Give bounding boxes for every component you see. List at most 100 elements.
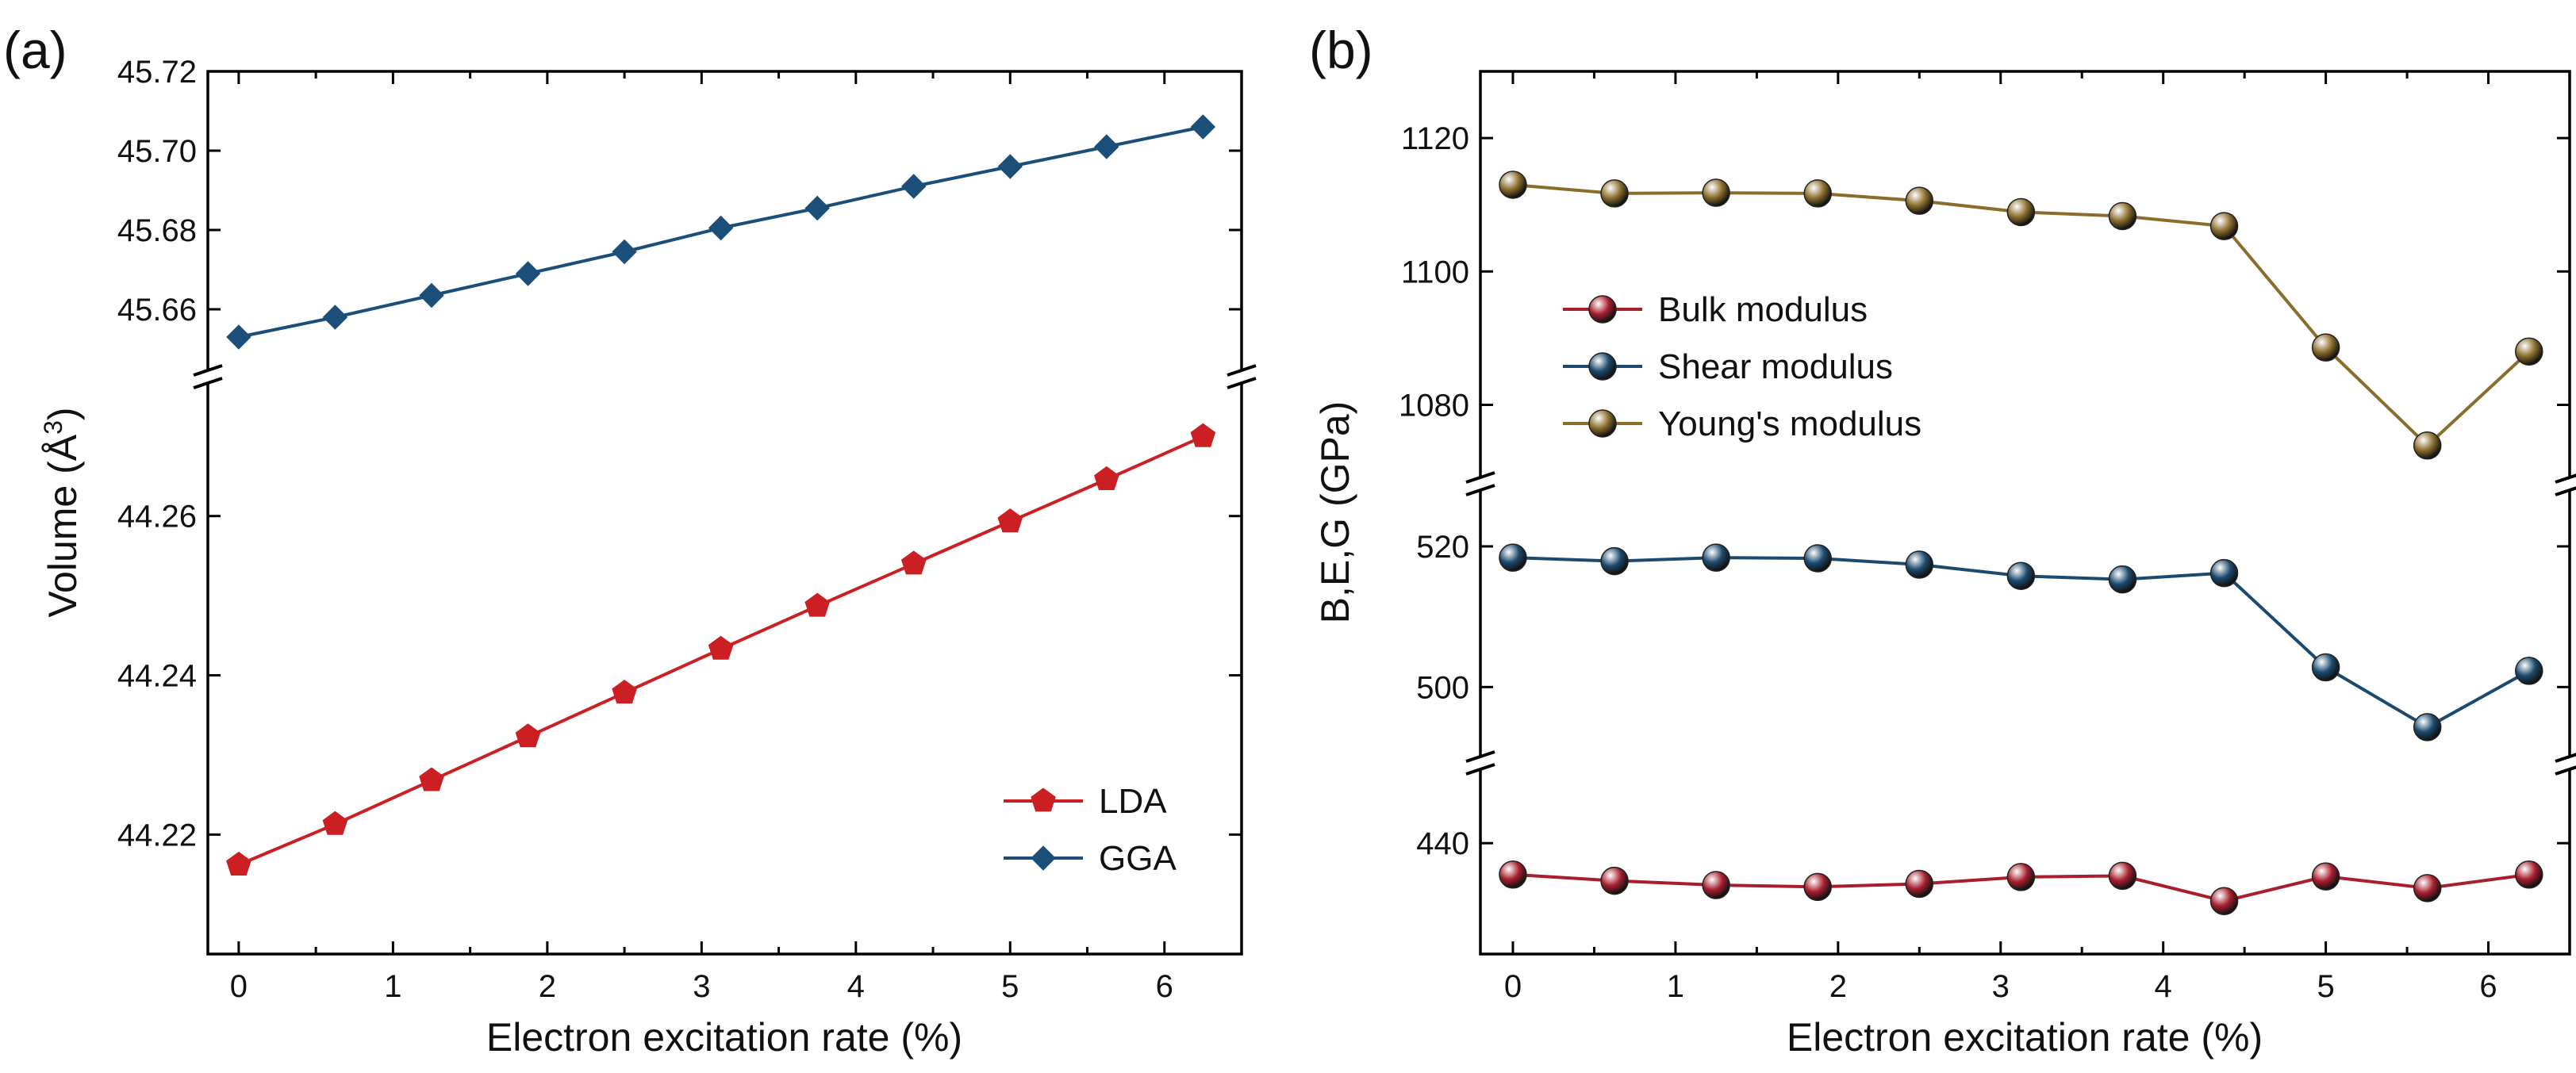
data-point <box>2413 713 2442 742</box>
panel-b-axis-break-mark <box>1465 484 1495 496</box>
panel-a-y-axis-title-superscript: 3 <box>39 420 67 435</box>
data-point <box>226 324 251 350</box>
data-point <box>1803 179 1832 208</box>
data-point <box>1600 179 1629 208</box>
panel-a-y-tick-label: 45.70 <box>117 134 197 169</box>
data-point <box>322 810 348 835</box>
panel-a-axis-break-mark <box>1227 364 1257 377</box>
panel-a-y-axis-title-close: ) <box>40 407 85 420</box>
legend-marker <box>1588 409 1617 438</box>
panel-a-frame <box>206 70 1243 956</box>
data-point <box>2006 863 2036 891</box>
legend-marker <box>1031 788 1056 812</box>
panel-a-legend: LDA GGA <box>1004 782 1177 878</box>
data-point <box>997 508 1023 533</box>
panel-a-x-tick-label: 1 <box>384 969 401 1004</box>
data-point <box>1499 171 1527 199</box>
panel-a-axis-break-mark <box>193 377 223 389</box>
data-point <box>2515 337 2543 366</box>
legend-label: Young's modulus <box>1658 404 1921 443</box>
panel-a-x-tick-label: 5 <box>1001 969 1019 1004</box>
data-point <box>2006 197 2036 227</box>
data-point <box>1803 544 1832 573</box>
panel-b-y-tick-label: 1080 <box>1399 388 1469 423</box>
panel-b-axis-break-mark <box>1465 750 1495 763</box>
panel-a-y-axis-title-main: Volume (Å <box>40 434 85 617</box>
data-point <box>2006 561 2036 590</box>
data-point <box>2108 861 2137 891</box>
panel-a-x-tick-label: 6 <box>1156 969 1173 1004</box>
panel-b-axis-break-mark <box>1465 763 1495 776</box>
panel-a-x-tick-label: 3 <box>693 969 710 1004</box>
data-point <box>322 305 348 330</box>
data-point <box>1190 423 1216 447</box>
data-point <box>419 767 444 791</box>
panel-a-axis-break-mark <box>1227 377 1257 389</box>
data-point <box>2413 874 2442 902</box>
legend-marker <box>1588 352 1617 381</box>
panel-a-y-tick-label: 45.66 <box>117 293 197 328</box>
panel-b-legend: Bulk modulus Shear modulus Young's modulus <box>1563 290 1921 443</box>
data-point <box>2311 653 2340 682</box>
legend-label: Shear modulus <box>1658 347 1893 386</box>
data-point <box>2515 657 2543 685</box>
panel-b-y-tick-label: 500 <box>1416 670 1469 705</box>
data-point <box>226 851 251 876</box>
data-point <box>2108 201 2137 231</box>
panel-b-y-tick-label: 520 <box>1416 530 1469 565</box>
panel-b-axis-break-mark <box>1465 471 1495 484</box>
data-point <box>708 215 734 241</box>
panel-b-x-tick-label: 5 <box>2317 969 2334 1004</box>
panel-b-x-axis-title: Electron excitation rate (%) <box>1787 1015 2263 1060</box>
legend-marker <box>1031 845 1056 871</box>
data-point <box>1702 543 1730 572</box>
data-point <box>2311 862 2340 891</box>
panel-b-x-tick-label: 4 <box>2155 969 2172 1004</box>
panel-b-series-shear-modulus <box>1499 543 2543 742</box>
panel-b-x-tick-label: 0 <box>1504 969 1522 1004</box>
panel-a-y-tick-label: 44.22 <box>117 818 197 853</box>
data-point <box>1499 543 1527 572</box>
panel-a-y-tick-label: 45.72 <box>117 55 197 90</box>
panel-b-frame <box>1479 70 2571 956</box>
data-point <box>997 154 1023 179</box>
legend-marker <box>1588 295 1617 324</box>
data-point <box>1905 186 1934 215</box>
data-point <box>1499 860 1527 889</box>
data-point <box>804 592 830 617</box>
data-point <box>900 550 927 575</box>
data-point <box>2413 431 2442 460</box>
panel-a-y-tick-label: 44.26 <box>117 500 197 535</box>
panel-a-series-gga <box>226 114 1216 350</box>
panel-b-y-axis-title: B,E,G (GPa) <box>1313 401 1357 624</box>
panel-b-x-tick-label: 2 <box>1829 969 1847 1004</box>
data-point <box>1702 871 1730 899</box>
data-point <box>2209 887 2239 915</box>
data-point <box>1094 466 1119 490</box>
data-point <box>419 282 444 308</box>
data-point <box>2209 558 2239 588</box>
data-point <box>1190 114 1216 140</box>
data-point <box>901 174 927 199</box>
panel-a-plot-area: 0 1 2 3 4 5 6 45.66 45.68 45.70 45.72 44.22 44.24 44.… <box>117 55 1257 1004</box>
panel-b-plot-area: 0 1 2 3 4 5 6 1080 1100 1120 500 520 440 <box>1399 70 2576 1004</box>
data-point <box>1600 546 1629 576</box>
data-point <box>515 723 541 748</box>
data-point <box>804 195 830 221</box>
panel-a-axis-break-mark <box>193 364 223 377</box>
panel-b-axis-break-mark <box>2555 765 2576 776</box>
data-point <box>1905 550 1934 579</box>
panel-a-series-lda <box>226 423 1216 876</box>
panel-b: (b) 0 1 2 3 4 5 6 1080 1100 1120 500 520 440 Electro… <box>1309 21 2576 1060</box>
legend-label: LDA <box>1099 782 1167 821</box>
panel-b-x-tick-label: 6 <box>2479 969 2497 1004</box>
panel-b-x-tick-label: 1 <box>1667 969 1684 1004</box>
panel-b-y-tick-label: 440 <box>1416 826 1469 861</box>
data-point <box>2108 565 2137 594</box>
legend-label: Bulk modulus <box>1658 290 1868 329</box>
panel-a: (a) 0 1 2 3 4 5 6 45.66 45.68 45.70 45.72 44.22 44.2… <box>3 21 1257 1060</box>
panel-a-x-tick-label: 0 <box>230 969 248 1004</box>
data-point <box>515 261 541 286</box>
panel-a-x-tick-label: 2 <box>539 969 556 1004</box>
